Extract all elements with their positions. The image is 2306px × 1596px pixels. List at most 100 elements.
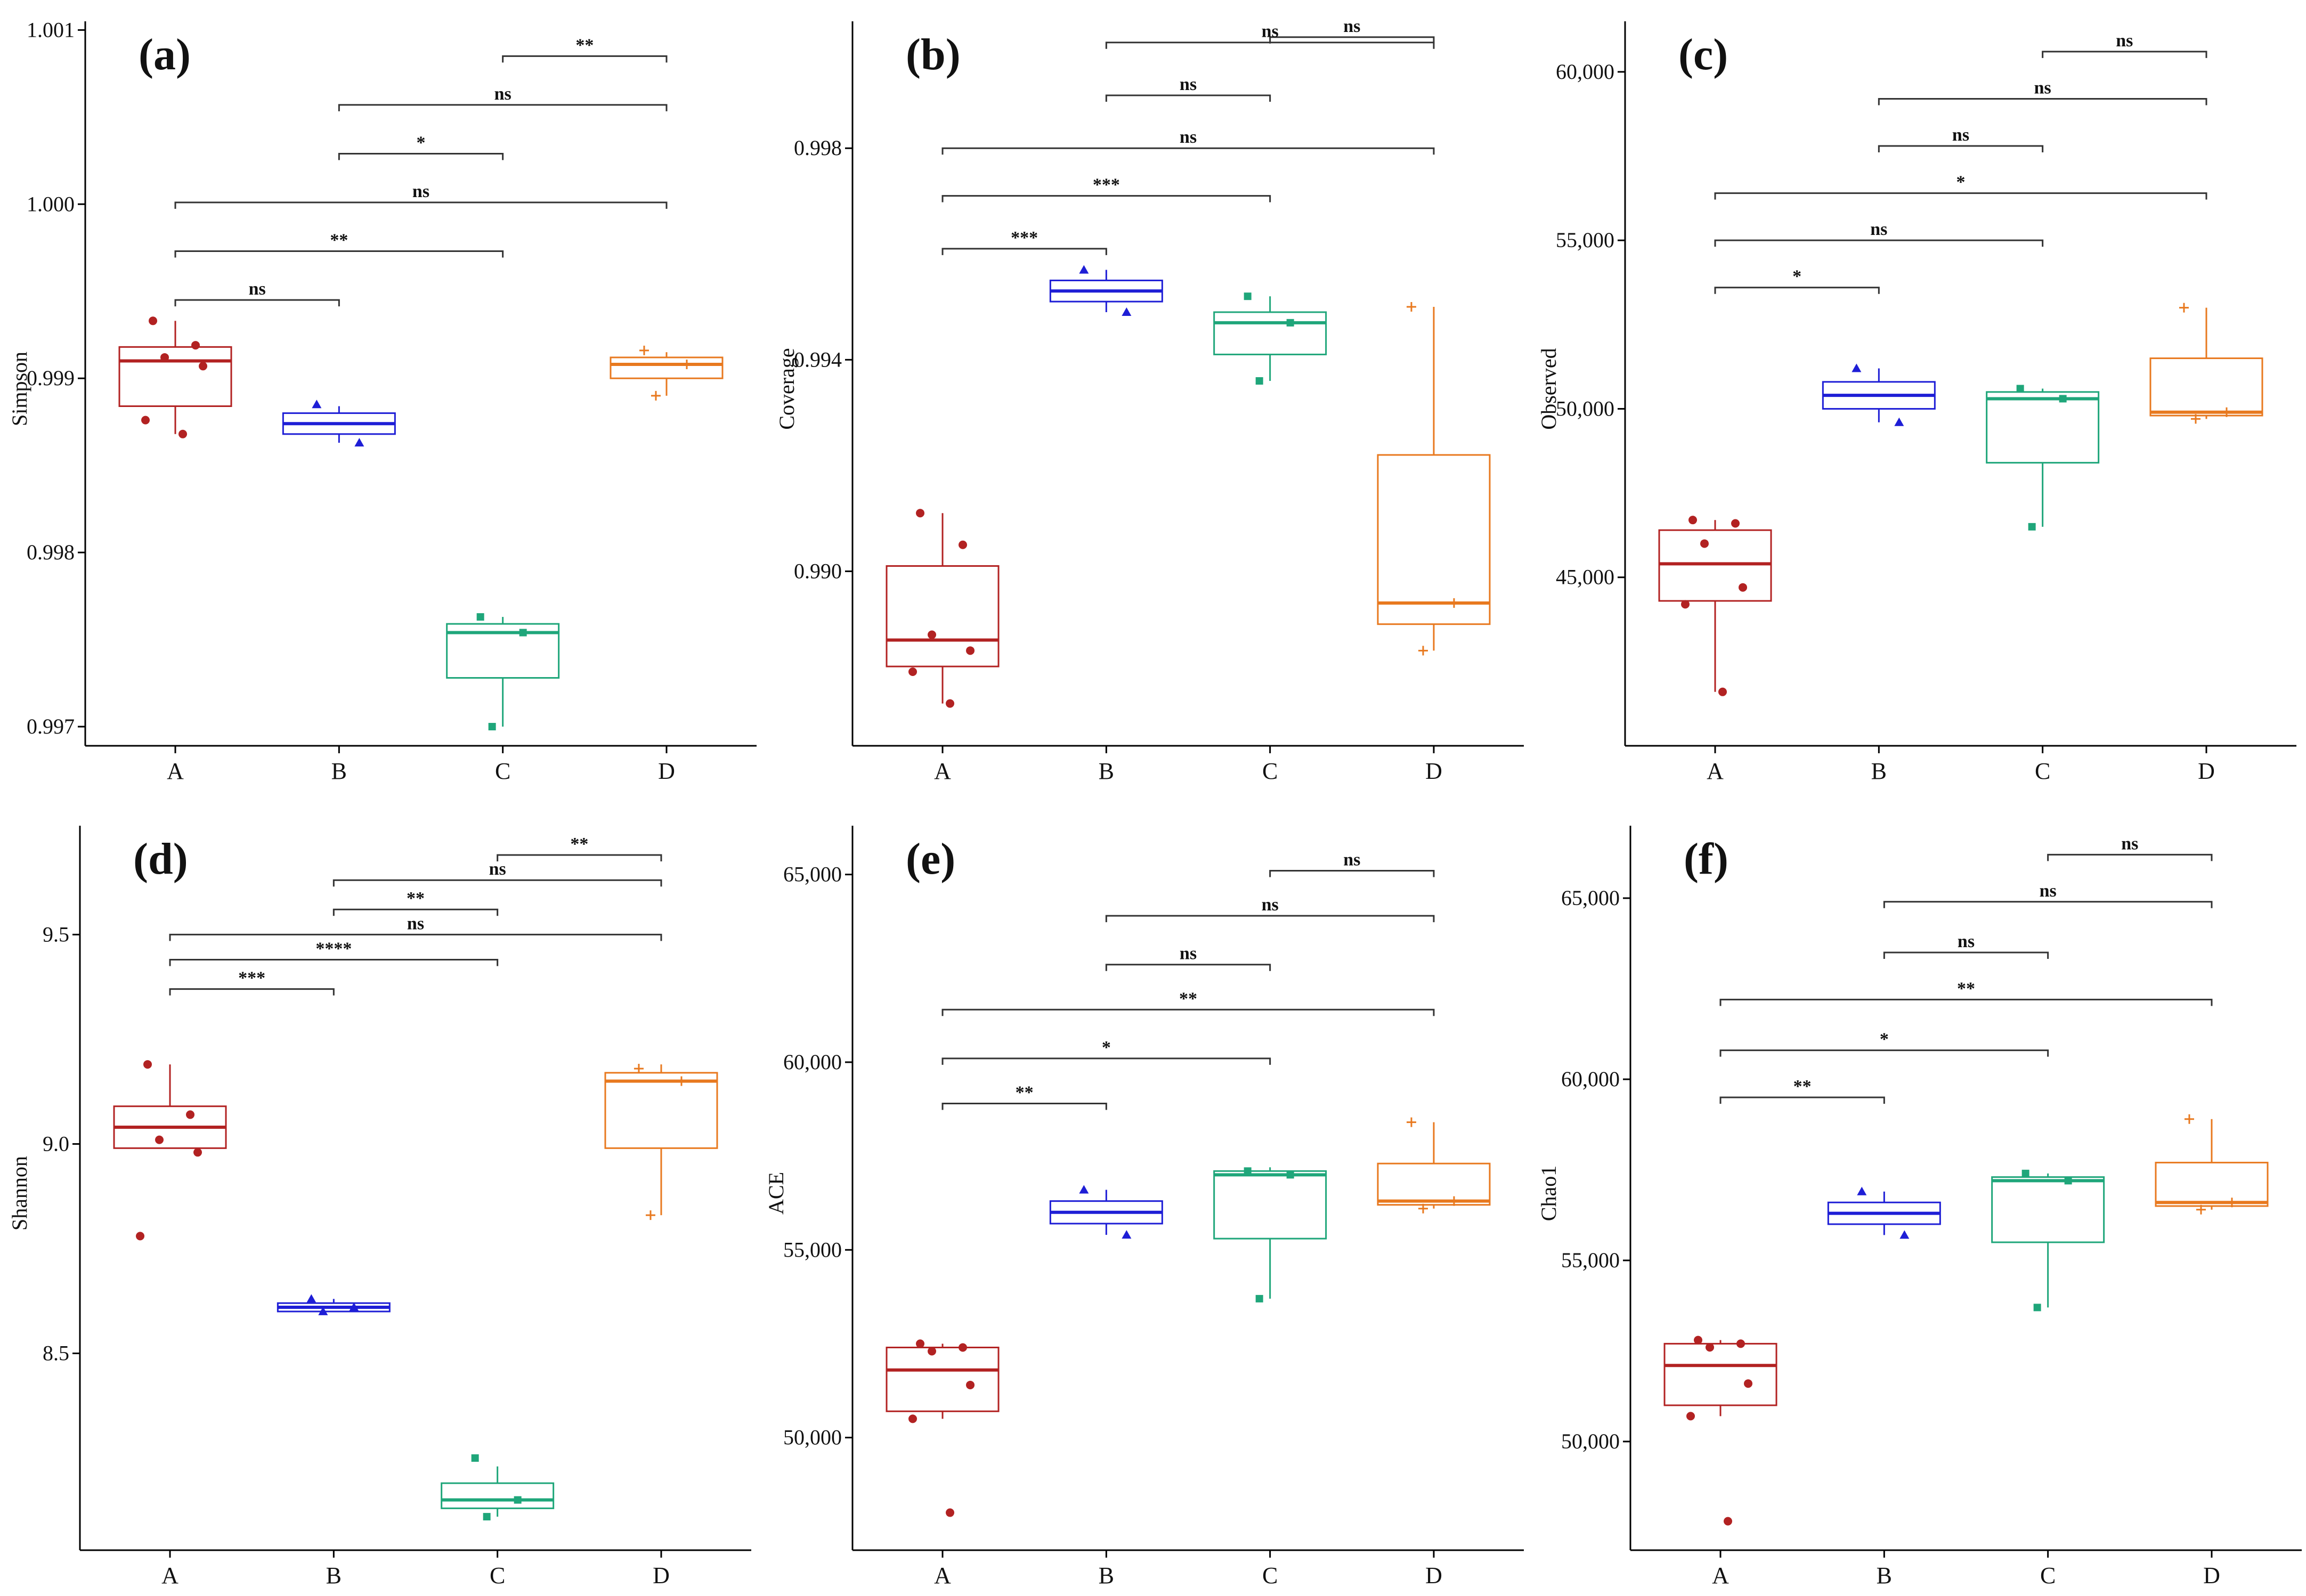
comparison-B-D: ns — [338, 84, 668, 111]
panel-simpson: (a) Simpson 0.997 0.998 0.999 1.000 1.001 A B C… — [7, 18, 757, 784]
data-point — [1244, 1167, 1252, 1175]
data-point — [141, 416, 150, 425]
comparison-A-D: ** — [1719, 979, 2213, 1006]
x-tick-label-A: A — [167, 758, 184, 784]
comparison-B-C: ns — [1883, 932, 2049, 959]
data-point — [1899, 1230, 1910, 1239]
significance-label: ** — [1957, 979, 1975, 998]
data-point — [1857, 1186, 1867, 1195]
data-point — [639, 345, 649, 355]
box-body — [2149, 357, 2263, 417]
data-point — [160, 353, 169, 362]
x-tick-label-C: C — [495, 758, 510, 784]
box-body — [886, 1346, 1000, 1412]
y-tick-label: 50,000 — [783, 1426, 842, 1450]
panel-ace: (e) ACE 50,000 55,000 60,000 65,000 A B C Dns ns… — [764, 826, 1524, 1589]
data-point — [676, 1076, 686, 1086]
comparison-A-D: ns — [169, 914, 662, 941]
comparison-bracket — [1878, 97, 2207, 105]
box-A — [886, 1339, 1000, 1517]
data-point — [1449, 1196, 1459, 1206]
panel-label: (a) — [139, 30, 191, 79]
comparison-B-C: ns — [1105, 944, 1271, 971]
significance-label: ns — [1180, 944, 1197, 964]
comparison-A-B: ** — [941, 1082, 1107, 1110]
y-tick-label: 50,000 — [1556, 396, 1614, 420]
data-point — [1255, 377, 1263, 385]
comparison-bracket — [1719, 1096, 1885, 1104]
comparison-bracket — [941, 1057, 1271, 1065]
comparison-B-D: ns — [1883, 881, 2213, 908]
box-body — [1658, 529, 1772, 602]
comparison-bracket — [338, 104, 668, 111]
comparison-bracket — [497, 854, 662, 862]
box-body — [1663, 1342, 1777, 1406]
comparison-bracket — [169, 959, 499, 966]
y-tick-label: 8.5 — [43, 1341, 69, 1365]
x-tick-label-B: B — [331, 758, 347, 784]
data-point — [318, 1306, 328, 1315]
box-body — [441, 1482, 555, 1509]
data-point — [681, 360, 692, 370]
comparison-bracket — [174, 299, 340, 307]
data-point — [483, 1513, 491, 1521]
y-tick-label: 55,000 — [783, 1237, 842, 1261]
comparison-A-C: * — [941, 1038, 1271, 1065]
significance-label: ns — [2116, 31, 2133, 51]
data-point — [1418, 1203, 1428, 1214]
y-tick-label: 60,000 — [783, 1050, 842, 1074]
comparison-bracket — [941, 1102, 1107, 1110]
data-point — [1744, 1379, 1753, 1388]
data-point — [1688, 516, 1698, 525]
y-tick-label: 0.990 — [794, 559, 842, 583]
comparison-bracket — [941, 248, 1107, 255]
y-tick-label: 50,000 — [1561, 1429, 1620, 1453]
comparison-B-C: ** — [332, 889, 499, 916]
data-point — [519, 629, 527, 637]
data-point — [2016, 385, 2024, 393]
comparison-bracket — [1105, 915, 1435, 923]
x-tick-label-D: D — [658, 758, 675, 784]
significance-label: ** — [407, 889, 425, 908]
x-tick-label-C: C — [2035, 758, 2050, 784]
x-tick-label-A: A — [934, 1562, 951, 1589]
box-D — [1377, 1117, 1491, 1214]
comparison-bracket — [1719, 1049, 2049, 1057]
comparison-bracket — [941, 195, 1271, 202]
data-point — [191, 341, 200, 350]
comparison-C-D: ns — [1269, 17, 1435, 44]
significance-label: ** — [330, 231, 348, 250]
data-point — [2028, 523, 2036, 531]
x-tick-label-B: B — [1099, 1562, 1114, 1589]
comparison-bracket — [338, 152, 504, 160]
significance-label: ns — [1952, 125, 1969, 145]
significance-label: ns — [1343, 850, 1360, 870]
data-point — [946, 699, 955, 708]
comparison-bracket — [174, 250, 504, 258]
x-tick-label-D: D — [2198, 758, 2215, 784]
box-A — [118, 316, 232, 438]
panel-label: (c) — [1678, 30, 1728, 79]
x-tick-label-B: B — [1877, 1562, 1892, 1589]
comparison-bracket — [941, 147, 1435, 155]
data-point — [312, 400, 322, 409]
comparison-C-D: ns — [1269, 850, 1435, 877]
comparison-bracket — [1269, 36, 1435, 44]
y-tick-label: 45,000 — [1556, 565, 1614, 589]
box-C — [441, 1454, 555, 1521]
data-point — [946, 1508, 955, 1517]
significance-label: ns — [2121, 834, 2138, 853]
box-C — [1213, 1167, 1327, 1302]
x-tick-label-B: B — [326, 1562, 342, 1589]
box-body — [1377, 1162, 1491, 1206]
data-point — [1706, 1343, 1715, 1352]
data-point — [916, 1339, 925, 1348]
data-point — [1286, 1171, 1294, 1179]
data-point — [1255, 1294, 1263, 1302]
significance-label: * — [1880, 1030, 1889, 1049]
data-point — [1406, 302, 1416, 312]
comparison-B-D: ns — [1105, 22, 1435, 49]
significance-label: *** — [1093, 175, 1120, 195]
comparison-bracket — [502, 55, 668, 63]
comparison-A-D: ** — [941, 989, 1435, 1016]
